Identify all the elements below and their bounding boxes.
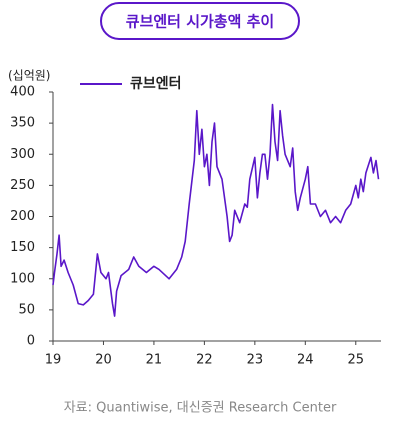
x-tick-label: 24 bbox=[297, 353, 314, 368]
legend-label: 큐브엔터 bbox=[130, 75, 182, 92]
line-series bbox=[52, 103, 380, 317]
y-unit: (십억원) bbox=[8, 69, 50, 83]
y-tick-label: 300 bbox=[10, 147, 35, 162]
x-tick-label: 23 bbox=[247, 353, 264, 368]
x-tick-label: 20 bbox=[95, 353, 112, 368]
y-tick-label: 0 bbox=[27, 334, 35, 349]
y-tick-label: 50 bbox=[18, 302, 35, 317]
title-pill bbox=[100, 2, 300, 40]
y-tick-label: 150 bbox=[10, 240, 35, 255]
source: 자료: Quantiwise, 대신증권 Research Center bbox=[64, 401, 337, 416]
y-tick-label: 400 bbox=[10, 85, 35, 100]
y-tick-label: 100 bbox=[10, 271, 35, 286]
chart-title: 큐브엔터 시가총액 추이 bbox=[126, 13, 274, 31]
y-tick-label: 200 bbox=[10, 209, 35, 224]
x-tick-label: 25 bbox=[347, 353, 364, 368]
y-tick-label: 250 bbox=[10, 178, 35, 193]
x-tick-label: 22 bbox=[196, 353, 213, 368]
x-tick-label: 19 bbox=[45, 353, 62, 368]
y-tick-label: 350 bbox=[10, 116, 35, 131]
x-tick-label: 21 bbox=[146, 353, 163, 368]
